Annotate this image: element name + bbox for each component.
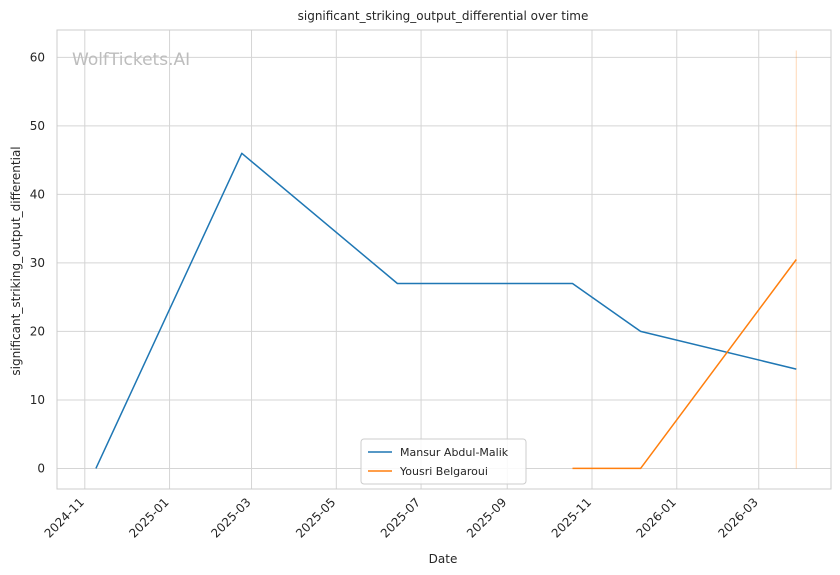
y-axis-label: significant_striking_output_differential <box>9 146 23 375</box>
series-layer <box>95 152 797 470</box>
grid <box>57 30 831 489</box>
plot-area-frame <box>56 29 832 490</box>
legend-label-mansur: Mansur Abdul-Malik <box>400 446 509 459</box>
y-tick-label: 60 <box>30 50 45 64</box>
y-tick-label: 10 <box>30 393 45 407</box>
y-tick-label: 40 <box>30 187 45 201</box>
legend-label-yousri: Yousri Belgaroui <box>399 465 488 478</box>
series-line-1 <box>572 259 797 470</box>
y-tick-labels: 0 10 20 30 40 50 60 <box>30 50 45 475</box>
series-line-0 <box>95 152 797 469</box>
chart-title: significant_striking_output_differential… <box>298 9 589 23</box>
legend: Mansur Abdul-Malik Yousri Belgaroui <box>360 438 527 485</box>
x-axis-label: Date <box>429 552 458 566</box>
y-tick-label: 30 <box>30 256 45 270</box>
watermark: WolfTickets.AI <box>72 50 190 70</box>
legend-box <box>360 438 527 485</box>
y-tick-label: 50 <box>30 119 45 133</box>
y-tick-label: 0 <box>37 461 45 475</box>
y-tick-label: 20 <box>30 324 45 338</box>
